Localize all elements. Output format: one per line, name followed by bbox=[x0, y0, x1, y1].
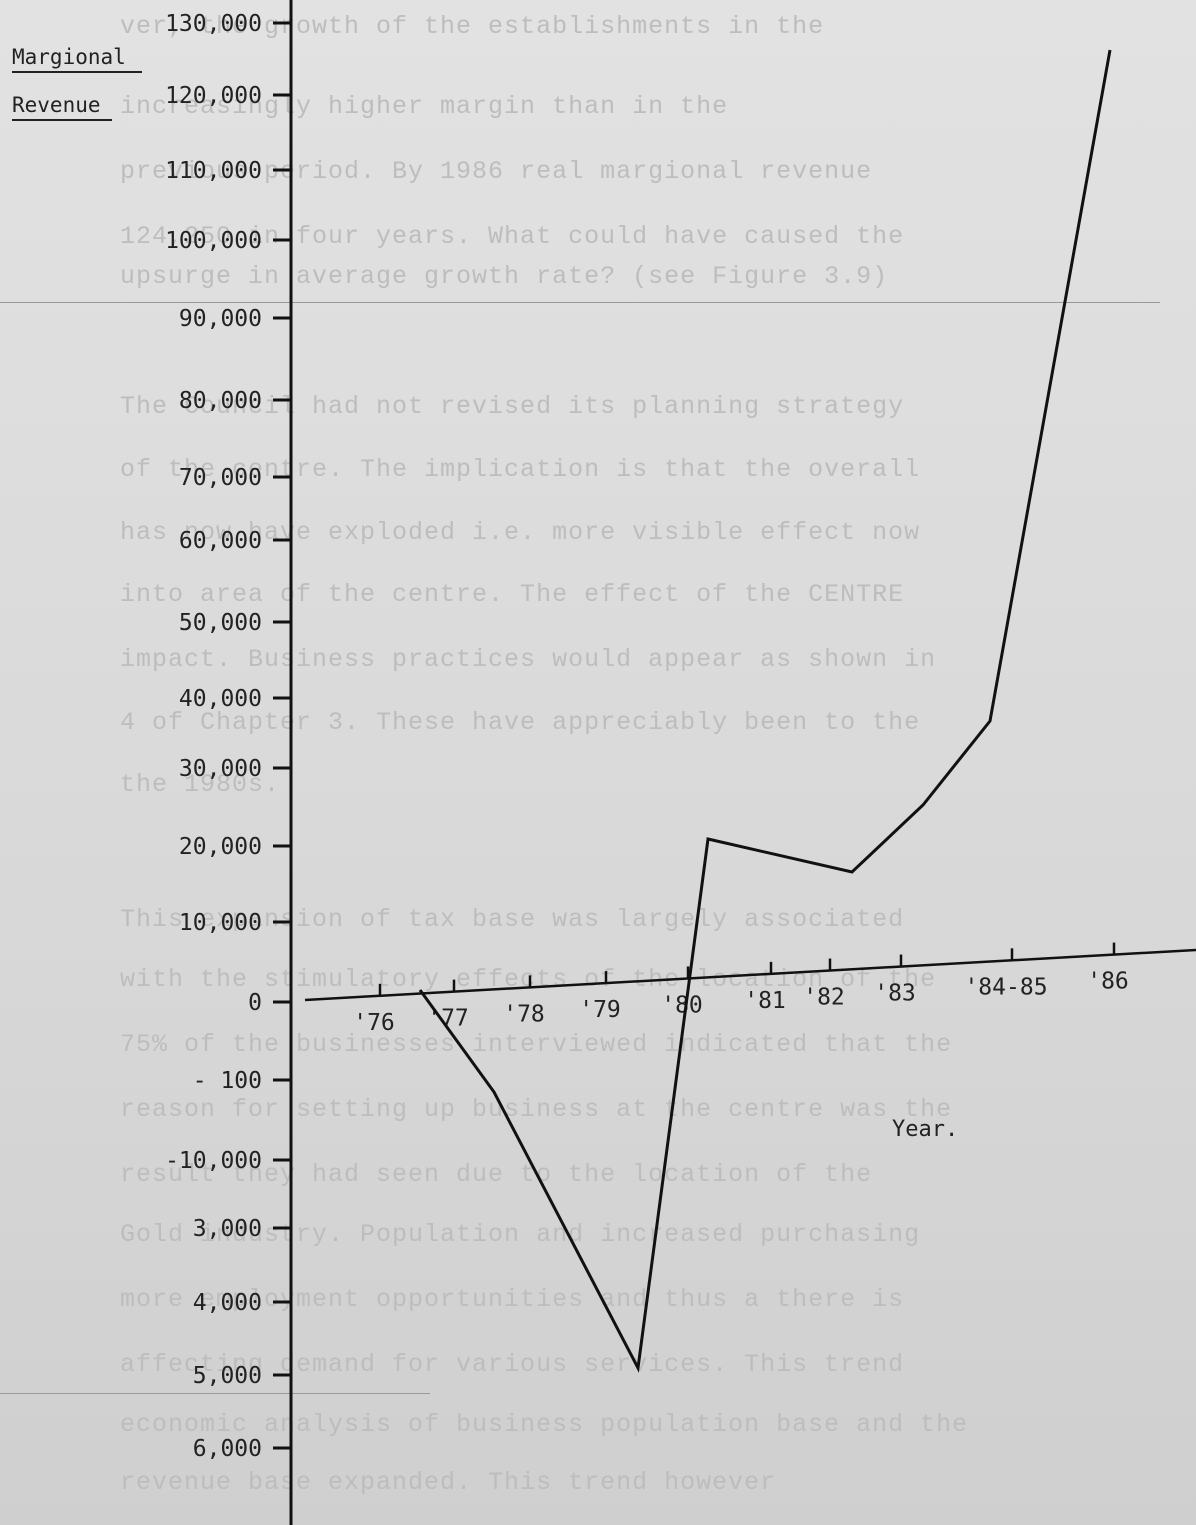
background-text-line: The Council had not revised its planning… bbox=[120, 392, 905, 421]
background-text-line: more employment opportunities and thus a… bbox=[120, 1285, 905, 1314]
background-text-line: of the centre. The implication is that t… bbox=[120, 455, 921, 484]
background-text-line: 124,250 in four years. What could have c… bbox=[120, 222, 905, 251]
background-text-line: affecting demand for various services. T… bbox=[120, 1350, 905, 1379]
y-tick-label: 120,000 bbox=[165, 83, 262, 109]
background-text-line: has now have exploded i.e. more visible … bbox=[120, 518, 921, 547]
background-text-line: into area of the centre. The effect of t… bbox=[120, 580, 905, 609]
background-text-line: result they had seen due to the location… bbox=[120, 1160, 873, 1189]
x-tick-label: '78 bbox=[503, 1001, 545, 1027]
page-fold-line-bottom bbox=[0, 1393, 430, 1394]
background-text-line: the 1980s. bbox=[120, 770, 281, 799]
y-tick-label: 30,000 bbox=[179, 756, 262, 782]
background-text-line: 4 of Chapter 3. These have appreciably b… bbox=[120, 708, 921, 737]
y-tick-label: 50,000 bbox=[179, 610, 262, 636]
y-tick-label: 0 bbox=[248, 990, 262, 1016]
y-tick-label: - 100 bbox=[193, 1068, 262, 1094]
x-axis-ticks: '76'77'78'79'80'81'82'83'84-85'86 bbox=[353, 942, 1129, 1036]
background-text-line: 75% of the businesses interviewed indica… bbox=[120, 1030, 953, 1059]
x-tick-label: '83 bbox=[874, 981, 916, 1007]
x-tick-label: '80 bbox=[661, 993, 703, 1019]
y-tick-label: 130,000 bbox=[165, 11, 262, 37]
x-axis-line bbox=[304, 948, 1196, 1002]
x-tick-label: '84-85 bbox=[964, 974, 1047, 1000]
y-tick-label: 100,000 bbox=[165, 228, 262, 254]
background-text-line: with the stimulatory effects of the loca… bbox=[120, 965, 937, 994]
background-text-line: upsurge in average growth rate? (see Fig… bbox=[120, 262, 889, 291]
y-axis-ticks: 130,000 120,000 110,000 100,000 90,000 80,000… bbox=[165, 11, 291, 1462]
background-text-line: Gold industry. Population and increased … bbox=[120, 1220, 921, 1249]
y-tick-label: 80,000 bbox=[179, 388, 262, 414]
x-tick-label: '82 bbox=[803, 985, 845, 1011]
background-text-line: increasingly higher margin than in the bbox=[120, 92, 729, 121]
background-text-line: reason for setting up business at the ce… bbox=[120, 1095, 953, 1124]
y-axis-label-line1: Margional bbox=[12, 45, 126, 69]
y-tick-label: 3,000 bbox=[193, 1216, 262, 1242]
background-text-line: economic analysis of business population… bbox=[120, 1410, 969, 1439]
y-tick-label: 5,000 bbox=[193, 1363, 262, 1389]
y-tick-label: 60,000 bbox=[179, 528, 262, 554]
x-tick-label: '76 bbox=[353, 1010, 395, 1036]
y-tick-label: 10,000 bbox=[179, 910, 262, 936]
y-tick-label: 20,000 bbox=[179, 834, 262, 860]
y-tick-label: 40,000 bbox=[179, 686, 262, 712]
y-tick-label: 70,000 bbox=[179, 465, 262, 491]
background-text-line: This expansion of tax base was largely a… bbox=[120, 905, 905, 934]
page-fold-line-top bbox=[0, 302, 1160, 303]
background-text-line: impact. Business practices would appear … bbox=[120, 645, 937, 674]
x-axis-label: Year. bbox=[892, 1117, 958, 1142]
y-tick-label: -10,000 bbox=[165, 1148, 262, 1174]
y-tick-label: 110,000 bbox=[165, 158, 262, 184]
background-text-line: revenue base expanded. This trend howeve… bbox=[120, 1468, 777, 1497]
data-points bbox=[419, 49, 1111, 1369]
y-tick-label: 6,000 bbox=[193, 1436, 262, 1462]
y-tick-label: 4,000 bbox=[193, 1290, 262, 1316]
x-tick-label: '86 bbox=[1087, 969, 1129, 995]
x-tick-label: '81 bbox=[744, 988, 786, 1014]
y-axis-label-line2: Revenue bbox=[12, 93, 101, 117]
series-line bbox=[418, 49, 1112, 1373]
background-text-line: ver, the growth of the establishments in… bbox=[120, 12, 825, 41]
x-tick-label: '79 bbox=[579, 997, 621, 1023]
background-text-line: previous period. By 1986 real margional … bbox=[120, 157, 873, 186]
y-tick-label: 90,000 bbox=[179, 306, 262, 332]
